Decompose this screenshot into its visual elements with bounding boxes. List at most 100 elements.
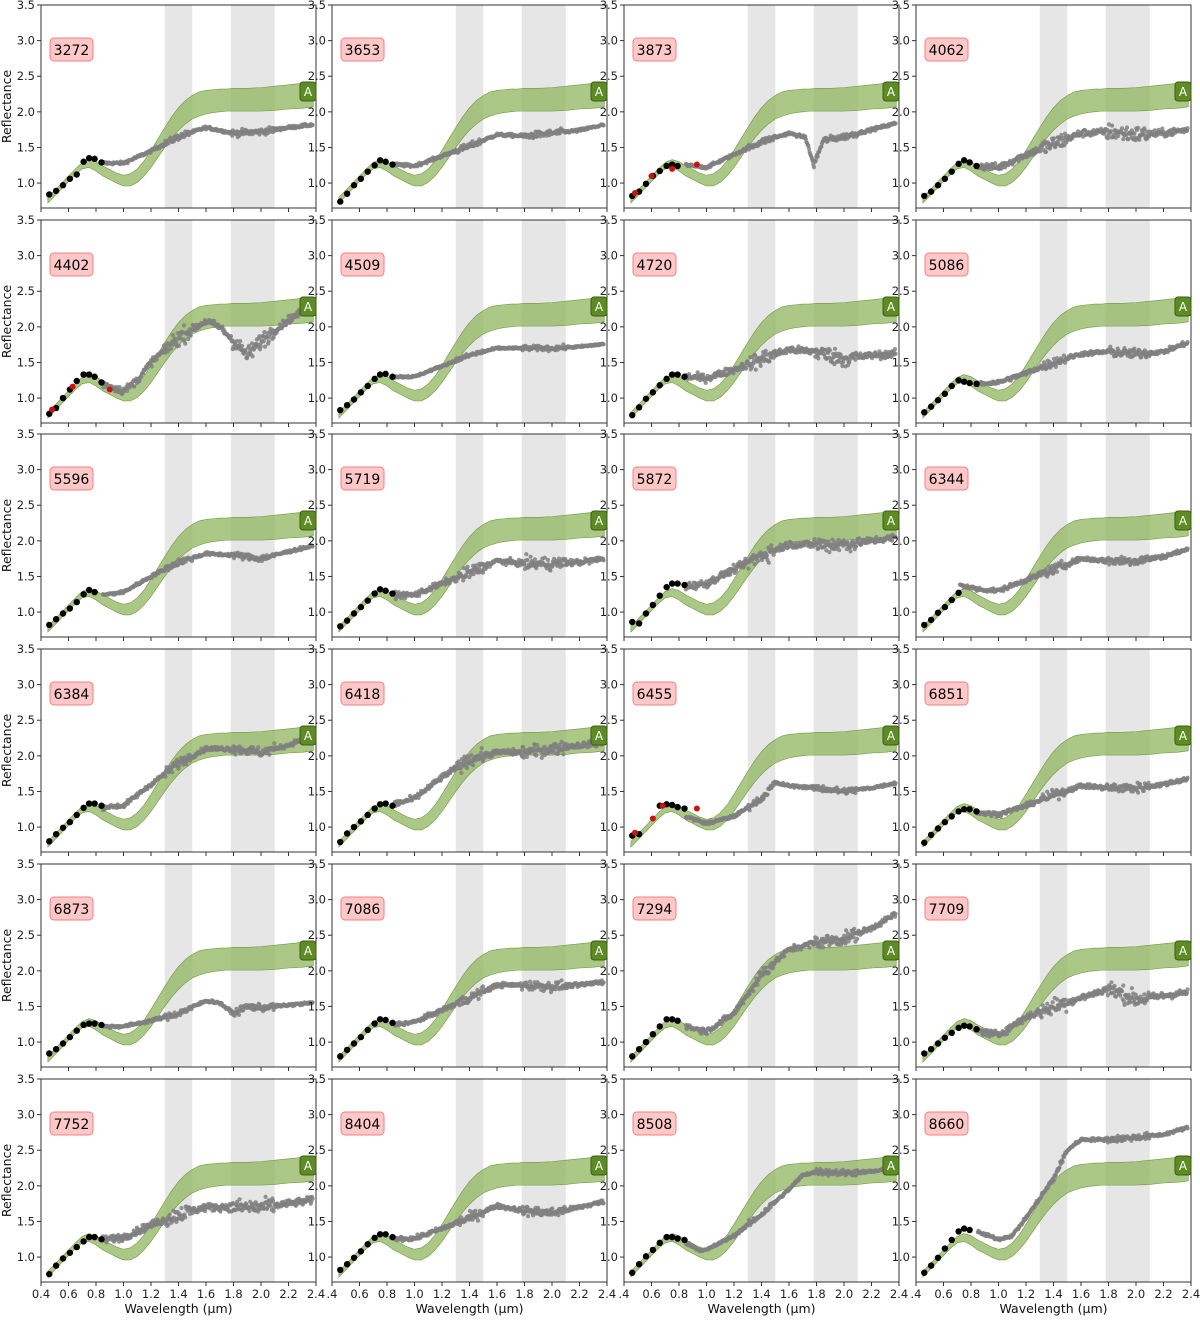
- flagged-point: [694, 162, 700, 168]
- panel-label: 3873: [633, 38, 676, 61]
- x-axis: [624, 423, 899, 427]
- visible-photometry: [921, 157, 980, 199]
- nir-point: [769, 543, 773, 547]
- y-tick-label: 1.0: [17, 391, 35, 405]
- nir-point: [1121, 137, 1125, 141]
- plot-area: [46, 434, 315, 637]
- nir-point: [816, 356, 820, 360]
- vis-point: [949, 383, 955, 389]
- nir-point: [272, 741, 276, 745]
- y-tick-label: 2.0: [600, 320, 618, 334]
- y-tick-label: 3.0: [17, 34, 35, 48]
- vis-point: [650, 389, 656, 395]
- template-badge-letter: A: [1179, 300, 1188, 314]
- nir-point: [1116, 134, 1120, 138]
- y-tick-label: 1.5: [17, 140, 35, 154]
- y-tick-label: 2.0: [308, 105, 326, 119]
- flagged-point: [669, 166, 675, 172]
- y-tick-label: 1.5: [600, 569, 618, 583]
- vis-point: [74, 599, 80, 605]
- nir-point: [529, 555, 533, 559]
- vis-point: [91, 374, 97, 380]
- vis-point: [74, 171, 80, 177]
- nir-point: [169, 347, 173, 351]
- y-tick-label: 2.5: [892, 284, 910, 298]
- y-tick-label: 2.0: [17, 320, 35, 334]
- nir-point: [132, 384, 136, 388]
- nir-point: [837, 548, 841, 552]
- vis-point: [358, 604, 364, 610]
- vis-point: [949, 597, 955, 603]
- nir-point: [746, 567, 750, 571]
- y-tick-label: 1.0: [17, 176, 35, 190]
- y-tick-label: 1.5: [17, 355, 35, 369]
- vis-point: [663, 163, 669, 169]
- nir-point: [267, 753, 271, 757]
- nir-point: [753, 562, 757, 566]
- nir-point: [186, 337, 190, 341]
- y-tick-label: 3.0: [17, 249, 35, 263]
- nir-point: [1132, 347, 1136, 351]
- vis-point: [657, 592, 663, 598]
- panel-label-text: 4062: [929, 43, 965, 59]
- panel-label: 4509: [341, 253, 384, 276]
- vis-point: [961, 157, 967, 163]
- template-badge: A: [591, 297, 607, 316]
- x-axis: [916, 637, 1191, 641]
- plot-area: [337, 5, 606, 208]
- y-tick-label: 2.5: [308, 284, 326, 298]
- plot-area: [337, 434, 606, 637]
- y-tick-label: 1.5: [892, 355, 910, 369]
- nir-point: [833, 347, 837, 351]
- template-badge-letter: A: [304, 85, 313, 99]
- panel-label: 5872: [633, 467, 676, 490]
- vis-point: [973, 381, 979, 387]
- vis-point: [955, 161, 961, 167]
- nir-point: [546, 558, 550, 562]
- y-axis: 1.01.52.02.53.03.5: [17, 213, 41, 405]
- panel-label: 3272: [50, 38, 93, 61]
- nir-point: [602, 558, 606, 562]
- vis-point: [365, 383, 371, 389]
- plot-area: [337, 220, 606, 423]
- visible-photometry: [46, 371, 113, 417]
- x-axis: [332, 637, 607, 641]
- vis-point: [935, 182, 941, 188]
- vis-point: [961, 378, 967, 384]
- template-badge: A: [1175, 82, 1191, 101]
- vis-point: [86, 371, 92, 377]
- nir-point: [1109, 129, 1113, 133]
- y-tick-label: 1.0: [308, 176, 326, 190]
- y-tick-label: 1.5: [308, 140, 326, 154]
- y-tick-label: 3.0: [308, 34, 326, 48]
- y-tick-label: 1.5: [600, 355, 618, 369]
- vis-point: [60, 610, 66, 616]
- vis-point: [928, 617, 934, 623]
- y-tick-label: 1.5: [892, 569, 910, 583]
- nir-point: [764, 349, 768, 353]
- vis-point: [337, 407, 343, 413]
- vis-point: [344, 191, 350, 197]
- y-tick-label: 1.5: [308, 569, 326, 583]
- nir-point: [259, 344, 263, 348]
- x-axis: [41, 637, 316, 641]
- vis-point: [382, 588, 388, 594]
- nir-spectrum: [392, 552, 606, 601]
- y-axis-label: Reflectance: [0, 285, 14, 359]
- nir-spectrum: [392, 342, 606, 380]
- vis-point: [371, 590, 377, 596]
- vis-point: [663, 376, 669, 382]
- plot-area: [921, 220, 1190, 423]
- y-tick-label: 3.0: [600, 34, 618, 48]
- vis-point: [629, 412, 635, 418]
- nir-point: [1110, 124, 1114, 128]
- panel-label: 4062: [925, 38, 968, 61]
